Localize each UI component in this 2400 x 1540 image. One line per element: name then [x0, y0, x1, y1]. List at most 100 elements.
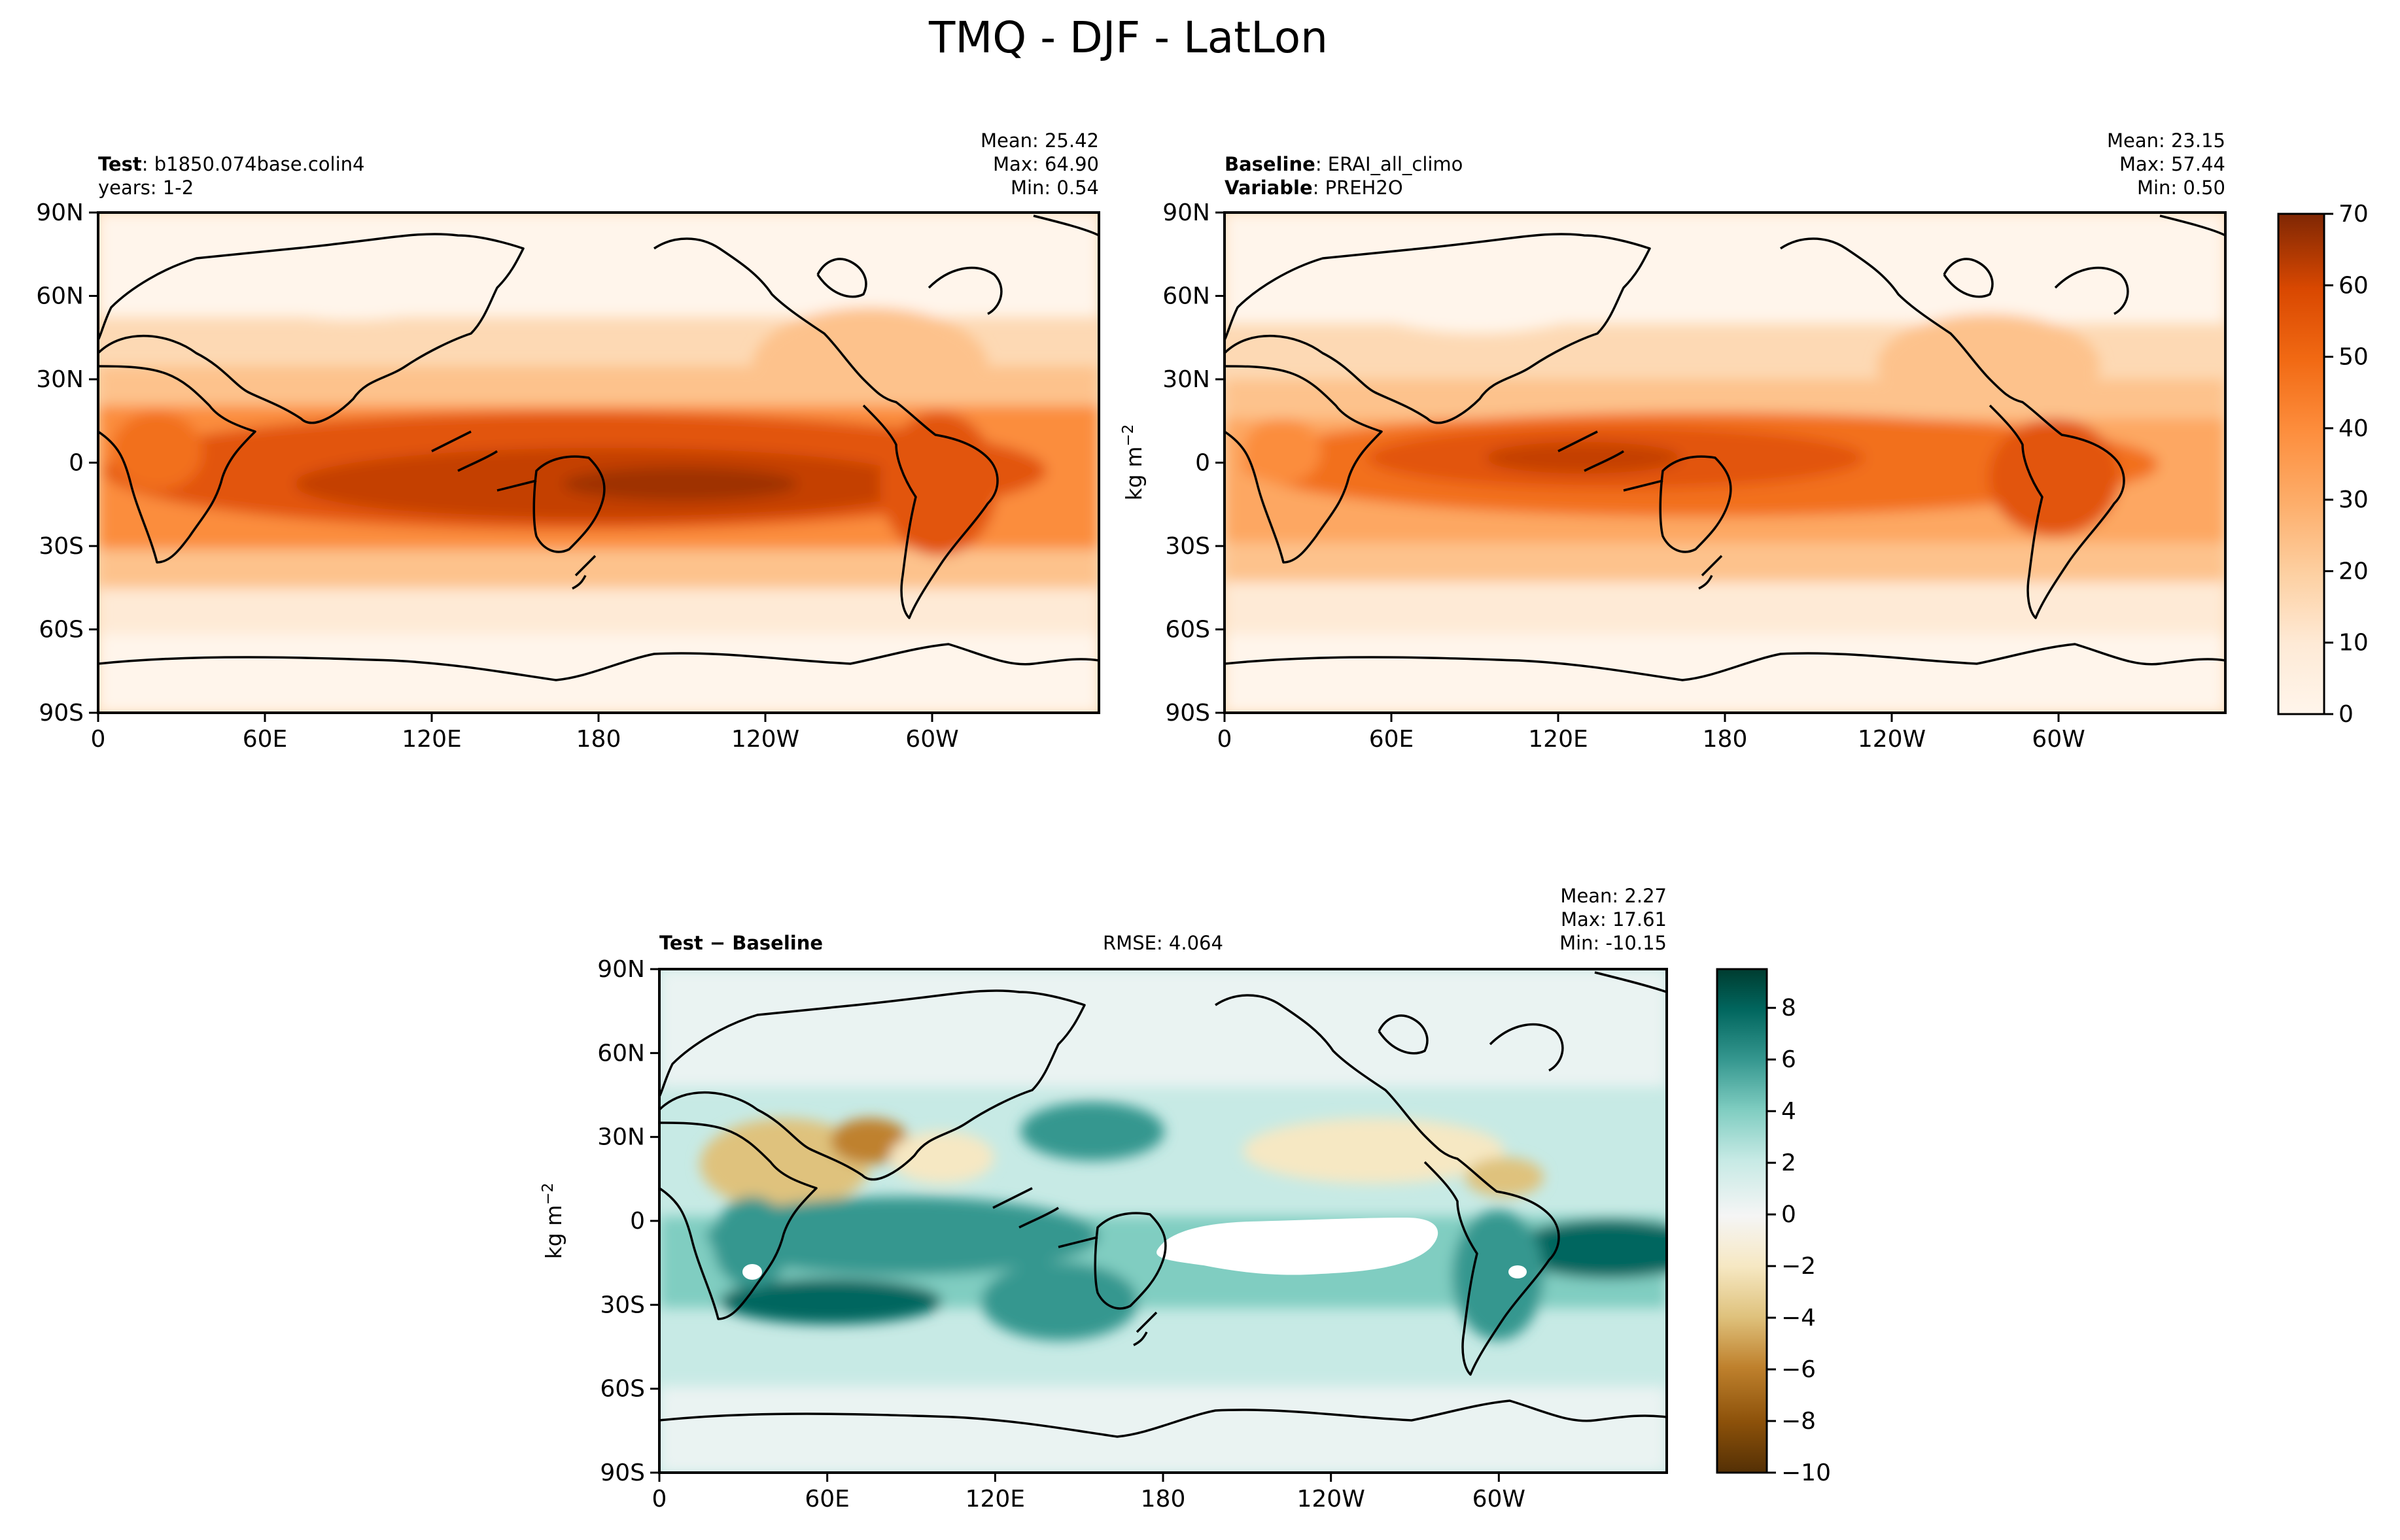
diff-units-base: kg m: [541, 1205, 566, 1259]
baseline-max: Max: 57.44: [2119, 153, 2225, 175]
colorbar-diff-ticks-label: 4: [1781, 1098, 1796, 1125]
test-mean: Mean: 25.42: [981, 129, 1099, 152]
test-y-tick-label: 60S: [39, 617, 84, 643]
baseline-label-rest: : ERAI_all_climo: [1315, 153, 1463, 175]
diff-y-tick-label: 30S: [600, 1292, 645, 1318]
diff-coastlines: [659, 971, 1667, 1438]
diff-x-tick-label: 60E: [805, 1486, 850, 1513]
diff-masked-region: [1157, 1218, 1438, 1275]
diff-units-label: kg m−2: [540, 1183, 566, 1259]
diff-y-tick-label: 90N: [597, 956, 645, 983]
diff-min: Min: -10.15: [1559, 932, 1667, 954]
colorbar-diff-ticks-label: −6: [1781, 1356, 1816, 1383]
diff-x-tick-label: 60W: [1472, 1486, 1525, 1513]
baseline-variable-rest: : PREH2O: [1313, 177, 1403, 199]
test-y-tick-label: 90N: [36, 199, 84, 226]
diff-units-exp: −2: [540, 1183, 557, 1205]
colorbar-diff-gradient: [1716, 968, 1768, 1474]
test-x-ticks: 0 60E 120E 180 120W 60W: [91, 713, 959, 753]
test-min: Min: 0.54: [1011, 177, 1099, 199]
baseline-y-tick-label: 90S: [1165, 700, 1210, 727]
colorbar-diff-ticks-label: −10: [1781, 1460, 1831, 1486]
baseline-units-base: kg m: [1121, 447, 1147, 501]
diff-y-tick-label: 60S: [600, 1376, 645, 1403]
panel-diff: 0 60E 120E 180 120W 60W 90N 60N 30N 0 30S 60S 90S k…: [540, 885, 1668, 1513]
test-y-tick-label: 30S: [39, 533, 84, 560]
diff-x-ticks: 0 60E 120E 180 120W 60W: [652, 1473, 1525, 1513]
test-field: [98, 213, 1099, 713]
test-y-tick-label: 60N: [36, 283, 84, 310]
colorbar-top-ticks-label: 70: [2339, 201, 2369, 228]
diff-y-tick-label: 0: [630, 1208, 645, 1235]
baseline-y-tick-label: 0: [1195, 450, 1210, 477]
baseline-mean: Mean: 23.15: [2107, 129, 2225, 152]
baseline-field: [1225, 213, 2225, 713]
test-x-tick-label: 60W: [905, 726, 958, 753]
diff-y-tick-label: 60N: [597, 1040, 645, 1067]
baseline-variable-bold: Variable: [1225, 177, 1313, 199]
baseline-y-tick-label: 30N: [1162, 366, 1210, 393]
baseline-units-label: kg m−2: [1120, 424, 1147, 501]
baseline-label: Baseline: ERAI_all_climo: [1225, 153, 1463, 175]
panel-test: 0 60E 120E 180 120W 60W 90N 60N 30N 0 30S 60S 90S T…: [36, 129, 1100, 753]
baseline-label-bold: Baseline: [1225, 153, 1315, 175]
test-coastlines: [98, 214, 1099, 681]
test-y-tick-label: 0: [69, 450, 84, 477]
colorbar-diff-ticks-label: 6: [1781, 1046, 1796, 1073]
test-x-tick-label: 120W: [731, 726, 799, 753]
baseline-min: Min: 0.50: [2137, 177, 2225, 199]
colorbar-diff-ticks-label: 0: [1781, 1201, 1796, 1228]
test-y-tick-label: 90S: [39, 700, 84, 727]
baseline-y-tick-label: 30S: [1165, 533, 1210, 560]
colorbar-top-ticks-label: 10: [2339, 630, 2369, 657]
diff-y-tick-label: 90S: [600, 1460, 645, 1486]
baseline-x-ticks: 0 60E 120E 180 120W 60W: [1217, 713, 2085, 753]
baseline-units-exp: −2: [1120, 424, 1137, 447]
test-max: Max: 64.90: [993, 153, 1099, 175]
colorbar-diff: −10 −8 −6 −4 −2 0 2 4 6 8: [1716, 968, 1831, 1486]
diff-x-tick-label: 120E: [965, 1486, 1025, 1513]
baseline-x-tick-label: 120W: [1858, 726, 1926, 753]
colorbar-diff-ticks-label: −2: [1781, 1253, 1816, 1280]
baseline-x-tick-label: 0: [1217, 726, 1232, 753]
test-years: years: 1-2: [98, 177, 194, 199]
colorbar-diff-ticks-label: −8: [1781, 1408, 1816, 1435]
baseline-y-tick-label: 90N: [1162, 199, 1210, 226]
baseline-x-tick-label: 120E: [1528, 726, 1588, 753]
baseline-x-tick-label: 60E: [1369, 726, 1414, 753]
test-y-ticks: 90N 60N 30N 0 30S 60S 90S: [36, 199, 98, 727]
diff-x-tick-label: 180: [1141, 1486, 1186, 1513]
baseline-y-tick-label: 60N: [1162, 283, 1210, 310]
test-x-tick-label: 60E: [243, 726, 288, 753]
test-label-bold: Test: [98, 153, 142, 175]
diff-mean: Mean: 2.27: [1560, 885, 1667, 907]
baseline-x-tick-label: 180: [1703, 726, 1748, 753]
colorbar-diff-ticks: −10 −8 −6 −4 −2 0 2 4 6 8: [1767, 995, 1831, 1486]
diff-y-tick-label: 30N: [597, 1124, 645, 1151]
colorbar-top-ticks-label: 30: [2339, 487, 2369, 513]
test-x-tick-label: 0: [91, 726, 106, 753]
colorbar-top-ticks-label: 20: [2339, 558, 2369, 585]
colorbar-diff-ticks-label: 2: [1781, 1150, 1796, 1176]
test-y-tick-label: 30N: [36, 366, 84, 393]
diff-max: Max: 17.61: [1561, 908, 1667, 931]
test-x-tick-label: 180: [576, 726, 621, 753]
diff-label: Test − Baseline: [659, 932, 823, 954]
colorbar-top-ticks-label: 60: [2339, 272, 2369, 299]
diff-x-tick-label: 0: [652, 1486, 667, 1513]
figure-title: TMQ - DJF - LatLon: [928, 12, 1328, 63]
test-label-rest: : b1850.074base.colin4: [142, 153, 365, 175]
colorbar-top-ticks-label: 0: [2339, 701, 2354, 728]
baseline-y-tick-label: 60S: [1165, 617, 1210, 643]
colorbar-top-ticks-label: 40: [2339, 415, 2369, 442]
colorbar-top-gradient: [2277, 213, 2325, 715]
colorbar-top-ticks: 0 10 20 30 40 50 60 70: [2324, 201, 2369, 728]
baseline-y-ticks: 90N 60N 30N 0 30S 60S 90S: [1162, 199, 1225, 727]
diff-y-ticks: 90N 60N 30N 0 30S 60S 90S: [597, 956, 659, 1486]
test-label: Test: b1850.074base.colin4: [98, 153, 364, 175]
panel-baseline: 0 60E 120E 180 120W 60W 90N 60N 30N 0 30S 60S 90S k…: [1120, 129, 2227, 753]
baseline-x-tick-label: 60W: [2032, 726, 2085, 753]
colorbar-top-ticks-label: 50: [2339, 344, 2369, 371]
diff-field: [659, 969, 1667, 1473]
